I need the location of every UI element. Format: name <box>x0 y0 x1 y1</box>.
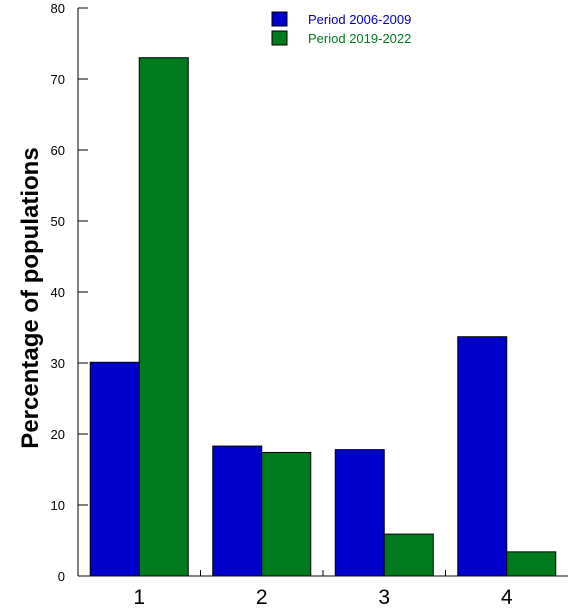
x-tick-label: 1 <box>133 586 145 609</box>
bar-2-3 <box>383 533 434 577</box>
legend-swatch-2 <box>271 30 288 46</box>
bars <box>89 57 557 577</box>
y-tick-label: 0 <box>58 569 65 584</box>
legend-label-1: Period 2006-2009 <box>308 12 411 27</box>
y-tick-label: 30 <box>51 356 65 371</box>
bar-2-2 <box>261 451 312 577</box>
y-tick-label: 40 <box>51 285 65 300</box>
y-tick-label: 60 <box>51 143 65 158</box>
legend: Period 2006-2009 Period 2019-2022 <box>271 11 411 46</box>
y-tick-label: 70 <box>51 72 65 87</box>
y-tick-label: 80 <box>51 1 65 16</box>
bar-2-4 <box>506 551 557 577</box>
axes: 0 10 20 30 40 50 60 70 80 1 2 3 4 <box>51 1 568 609</box>
y-tick-label: 10 <box>51 498 65 513</box>
bar-1-4 <box>457 336 508 577</box>
x-tick-label: 2 <box>256 586 268 609</box>
legend-label-2: Period 2019-2022 <box>308 31 411 46</box>
bar-2-1 <box>138 57 189 577</box>
bar-1-2 <box>212 445 263 577</box>
y-tick-label: 50 <box>51 214 65 229</box>
x-tick-label: 3 <box>378 586 390 609</box>
bar-1-1 <box>89 361 140 577</box>
legend-swatch-1 <box>271 11 288 27</box>
y-axis-title: Percentage of populations <box>17 147 44 448</box>
bar-1-3 <box>334 449 385 577</box>
x-tick-label: 4 <box>501 586 513 609</box>
y-tick-label: 20 <box>51 427 65 442</box>
